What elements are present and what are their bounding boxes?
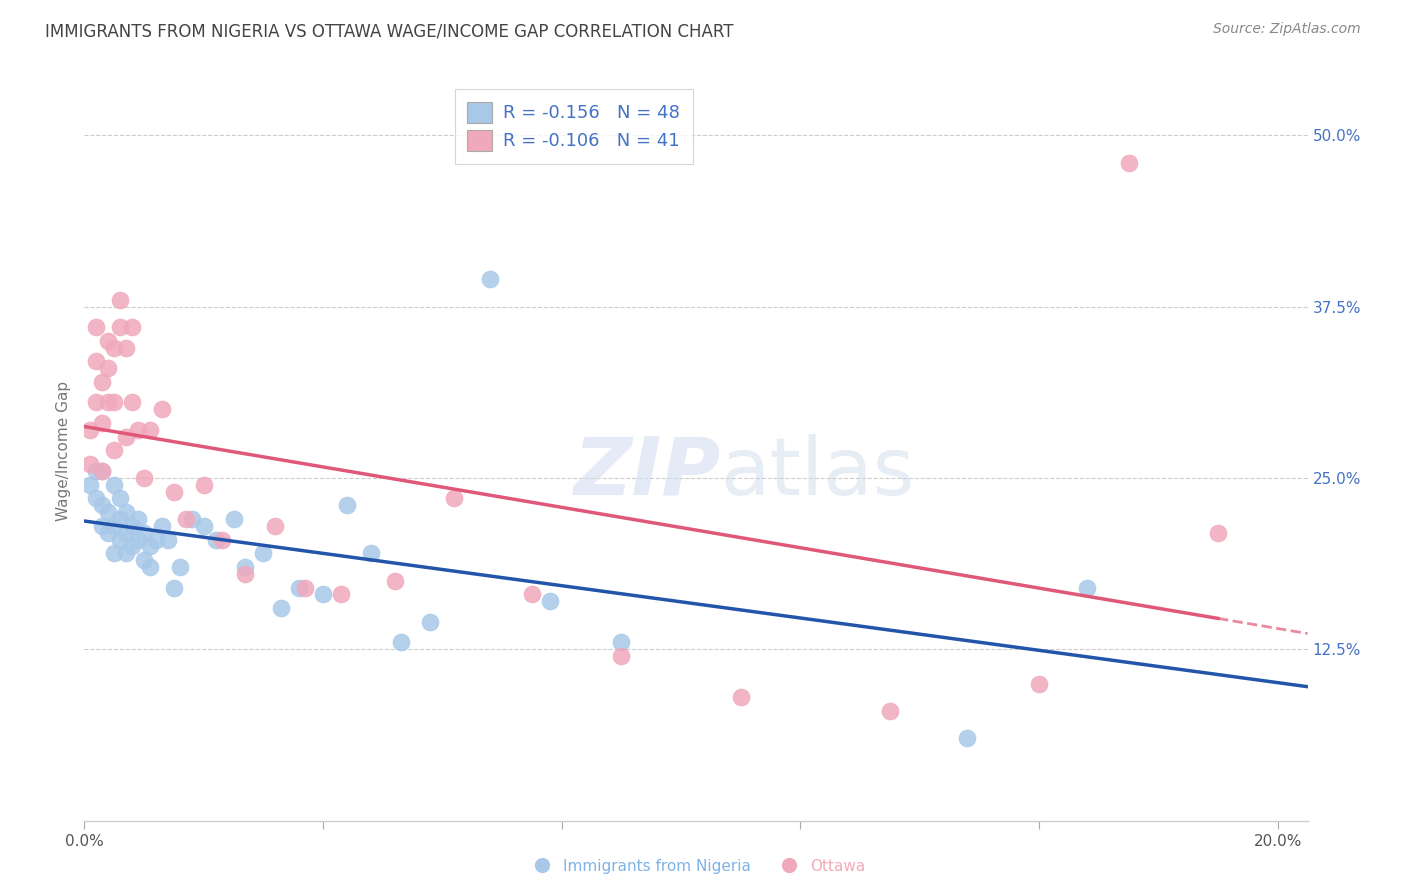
Point bbox=[211, 533, 233, 547]
Point bbox=[329, 587, 352, 601]
Point bbox=[1028, 676, 1050, 690]
Point bbox=[108, 533, 131, 547]
Point bbox=[103, 341, 125, 355]
Point bbox=[103, 395, 125, 409]
Point bbox=[180, 512, 202, 526]
Text: Source: ZipAtlas.com: Source: ZipAtlas.com bbox=[1213, 22, 1361, 37]
Point bbox=[127, 533, 149, 547]
Point bbox=[84, 320, 107, 334]
Text: ZIP: ZIP bbox=[574, 434, 720, 512]
Point bbox=[139, 423, 162, 437]
Text: atlas: atlas bbox=[720, 434, 915, 512]
Point bbox=[108, 320, 131, 334]
Text: IMMIGRANTS FROM NIGERIA VS OTTAWA WAGE/INCOME GAP CORRELATION CHART: IMMIGRANTS FROM NIGERIA VS OTTAWA WAGE/I… bbox=[45, 22, 734, 40]
Point bbox=[384, 574, 406, 588]
Point bbox=[121, 519, 143, 533]
Point bbox=[91, 464, 114, 478]
Point bbox=[169, 560, 191, 574]
Point bbox=[270, 601, 292, 615]
Point bbox=[91, 464, 114, 478]
Point bbox=[132, 525, 155, 540]
Point bbox=[139, 540, 162, 554]
Point bbox=[419, 615, 441, 629]
Point bbox=[235, 560, 257, 574]
Point bbox=[127, 423, 149, 437]
Point bbox=[91, 375, 114, 389]
Point bbox=[108, 491, 131, 506]
Point bbox=[336, 498, 359, 512]
Point bbox=[252, 546, 274, 560]
Point bbox=[360, 546, 382, 560]
Point bbox=[132, 471, 155, 485]
Point bbox=[222, 512, 245, 526]
Point bbox=[84, 395, 107, 409]
Point bbox=[139, 560, 162, 574]
Point bbox=[79, 477, 101, 491]
Point bbox=[79, 423, 101, 437]
Point bbox=[235, 566, 257, 581]
Point bbox=[1118, 155, 1140, 169]
Point bbox=[163, 581, 186, 595]
Point bbox=[193, 477, 215, 491]
Point bbox=[84, 491, 107, 506]
Point bbox=[156, 533, 179, 547]
Point bbox=[294, 581, 316, 595]
Point bbox=[115, 546, 138, 560]
Point bbox=[121, 320, 143, 334]
Point bbox=[108, 293, 131, 307]
Point bbox=[389, 635, 412, 649]
Point bbox=[127, 512, 149, 526]
Point bbox=[288, 581, 311, 595]
Point bbox=[103, 546, 125, 560]
Point bbox=[1076, 581, 1098, 595]
Point bbox=[479, 272, 502, 286]
Point bbox=[312, 587, 335, 601]
Point bbox=[163, 484, 186, 499]
Point bbox=[108, 512, 131, 526]
Point bbox=[91, 519, 114, 533]
Point bbox=[610, 635, 633, 649]
Point bbox=[121, 395, 143, 409]
Point bbox=[97, 361, 120, 376]
Point bbox=[115, 430, 138, 444]
Point bbox=[103, 443, 125, 458]
Point bbox=[103, 519, 125, 533]
Point bbox=[79, 457, 101, 471]
Point bbox=[174, 512, 197, 526]
Point bbox=[97, 395, 120, 409]
Legend: Immigrants from Nigeria, Ottawa: Immigrants from Nigeria, Ottawa bbox=[520, 853, 872, 880]
Point bbox=[115, 341, 138, 355]
Point bbox=[193, 519, 215, 533]
Point bbox=[97, 505, 120, 519]
Point bbox=[610, 649, 633, 664]
Point bbox=[121, 540, 143, 554]
Point bbox=[97, 525, 120, 540]
Point bbox=[538, 594, 561, 608]
Point bbox=[115, 525, 138, 540]
Point bbox=[97, 334, 120, 348]
Point bbox=[84, 464, 107, 478]
Point bbox=[91, 498, 114, 512]
Point bbox=[132, 553, 155, 567]
Point bbox=[150, 519, 173, 533]
Point bbox=[730, 690, 752, 705]
Point bbox=[520, 587, 543, 601]
Point bbox=[145, 533, 167, 547]
Point bbox=[115, 505, 138, 519]
Point bbox=[264, 519, 287, 533]
Point bbox=[84, 354, 107, 368]
Point bbox=[443, 491, 465, 506]
Point bbox=[956, 731, 979, 746]
Point bbox=[879, 704, 901, 718]
Point bbox=[91, 416, 114, 430]
Point bbox=[204, 533, 226, 547]
Point bbox=[1206, 525, 1229, 540]
Point bbox=[150, 402, 173, 417]
Point bbox=[103, 477, 125, 491]
Y-axis label: Wage/Income Gap: Wage/Income Gap bbox=[56, 380, 72, 521]
